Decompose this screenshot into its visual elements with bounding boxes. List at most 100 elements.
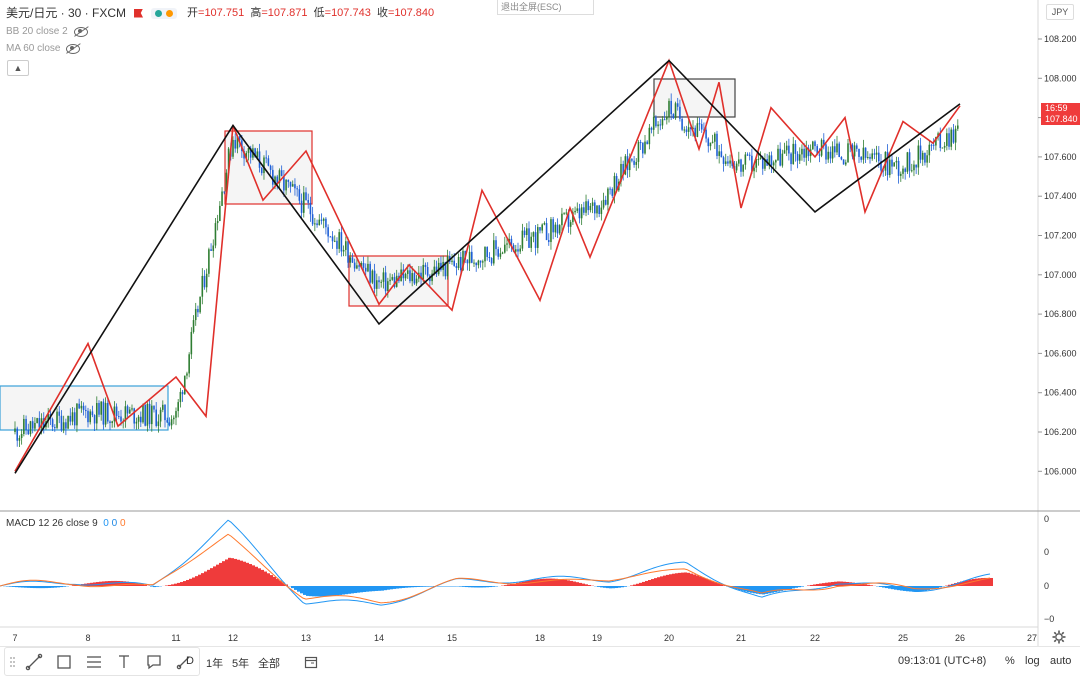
macd-histogram-bar	[345, 586, 348, 594]
currency-badge[interactable]: JPY	[1046, 4, 1074, 20]
eye-hidden-icon[interactable]	[74, 27, 88, 37]
indicator-ma[interactable]: MA 60 close	[6, 43, 80, 54]
candle-body	[169, 422, 171, 425]
candle-body	[467, 260, 469, 264]
log-toggle[interactable]: log	[1025, 655, 1040, 667]
candle-body	[679, 107, 681, 119]
candle-body	[583, 207, 585, 212]
range-5y[interactable]: 5年	[232, 655, 249, 671]
macd-histogram-bar	[72, 585, 75, 586]
macd-histogram-bar	[618, 586, 621, 588]
macd-histogram-bar	[987, 578, 990, 586]
indicator-bb[interactable]: BB 20 close 2	[6, 26, 88, 37]
candle-body	[232, 140, 234, 157]
range-all[interactable]: 全部	[258, 655, 280, 671]
candle-body	[316, 223, 318, 225]
candle-body	[14, 428, 16, 432]
candle-body	[56, 412, 58, 428]
gear-icon[interactable]	[1052, 630, 1066, 644]
macd-histogram-bar	[636, 584, 639, 586]
candle-body	[380, 282, 382, 283]
candle-body	[662, 119, 664, 125]
text-tool-icon[interactable]	[109, 648, 139, 675]
macd-histogram-bar	[579, 583, 582, 586]
macd-histogram-bar	[630, 585, 633, 586]
range-1d[interactable]: D	[186, 655, 194, 667]
candle-body	[528, 228, 530, 248]
candle-body	[493, 240, 495, 263]
macd-histogram-bar	[777, 586, 780, 592]
candle-body	[533, 232, 535, 237]
candle-body	[646, 142, 648, 145]
clock-time[interactable]: 09:13:01 (UTC+8)	[898, 655, 986, 667]
exit-fullscreen-button[interactable]: 退出全屏(ESC)	[497, 0, 594, 15]
macd-histogram-bar	[681, 573, 684, 586]
brush-icon[interactable]	[169, 648, 199, 675]
candle-body	[775, 160, 777, 162]
macd-histogram-bar	[354, 586, 357, 593]
candle-body	[34, 423, 36, 429]
candle-body	[171, 419, 173, 425]
candle-body	[792, 144, 794, 164]
candle-body	[456, 266, 458, 268]
candle-body	[120, 416, 122, 421]
macd-histogram-bar	[765, 586, 768, 594]
candle-body	[699, 123, 701, 124]
candle-body	[561, 214, 563, 225]
candle-body	[389, 280, 391, 281]
macd-histogram-bar	[468, 586, 471, 587]
candle-body	[710, 143, 712, 147]
rectangle-icon[interactable]	[49, 648, 79, 675]
macd-histogram-bar	[24, 586, 27, 588]
candle-body	[786, 146, 788, 151]
time-tick-label: 7	[12, 633, 17, 643]
date-range-icon[interactable]	[304, 655, 318, 672]
percent-toggle[interactable]: %	[1005, 655, 1015, 667]
symbol-label[interactable]: 美元/日元 · 30 · FXCM	[6, 6, 126, 20]
candle-body	[142, 405, 144, 422]
collapse-legend-button[interactable]: ▲	[7, 60, 29, 76]
candle-body	[670, 101, 672, 114]
candle-body	[871, 153, 873, 158]
auto-toggle[interactable]: auto	[1050, 655, 1071, 667]
candle-body	[484, 247, 486, 261]
macd-histogram-bar	[144, 585, 147, 586]
trend-line-icon[interactable]	[19, 648, 49, 675]
candle-body	[85, 410, 87, 411]
candle-body	[863, 148, 865, 160]
fib-retracement-icon[interactable]	[79, 648, 109, 675]
candle-body	[915, 165, 917, 168]
candle-body	[854, 145, 856, 156]
macd-histogram-bar	[27, 586, 30, 588]
range-1y[interactable]: 1年	[206, 655, 223, 671]
candle-body	[131, 408, 133, 409]
macd-histogram-bar	[642, 582, 645, 586]
eye-hidden-icon[interactable]	[66, 44, 80, 54]
comment-icon[interactable]	[139, 648, 169, 675]
drag-handle-icon[interactable]	[5, 648, 19, 675]
macd-histogram-bar	[255, 567, 258, 586]
pattern-box	[654, 79, 735, 117]
macd-legend[interactable]: MACD 12 26 close 9 0 0 0	[6, 518, 126, 529]
candle-body	[596, 205, 598, 213]
candle-body	[129, 410, 131, 414]
chart-header: 美元/日元 · 30 · FXCM 开=107.751 高=107.871 低=…	[6, 6, 434, 20]
macd-histogram-bar	[810, 585, 813, 586]
candle-body	[716, 134, 718, 156]
macd-histogram-bar	[816, 584, 819, 586]
macd-histogram-bar	[792, 586, 795, 588]
macd-histogram-bar	[15, 586, 18, 587]
macd-histogram-bar	[660, 576, 663, 586]
candle-body	[276, 177, 278, 183]
price-tick-label: 108.000	[1044, 73, 1077, 83]
candle-body	[843, 159, 845, 164]
price-axis[interactable]: 108.200108.000107.800107.600107.400107.2…	[1038, 34, 1077, 476]
market-status-pill[interactable]	[151, 8, 177, 19]
macd-histogram-bar	[204, 572, 207, 586]
macd-histogram-bar	[561, 579, 564, 586]
macd-histogram-bar	[546, 579, 549, 586]
candle-body	[58, 412, 60, 416]
price-tick-label: 107.400	[1044, 191, 1077, 201]
